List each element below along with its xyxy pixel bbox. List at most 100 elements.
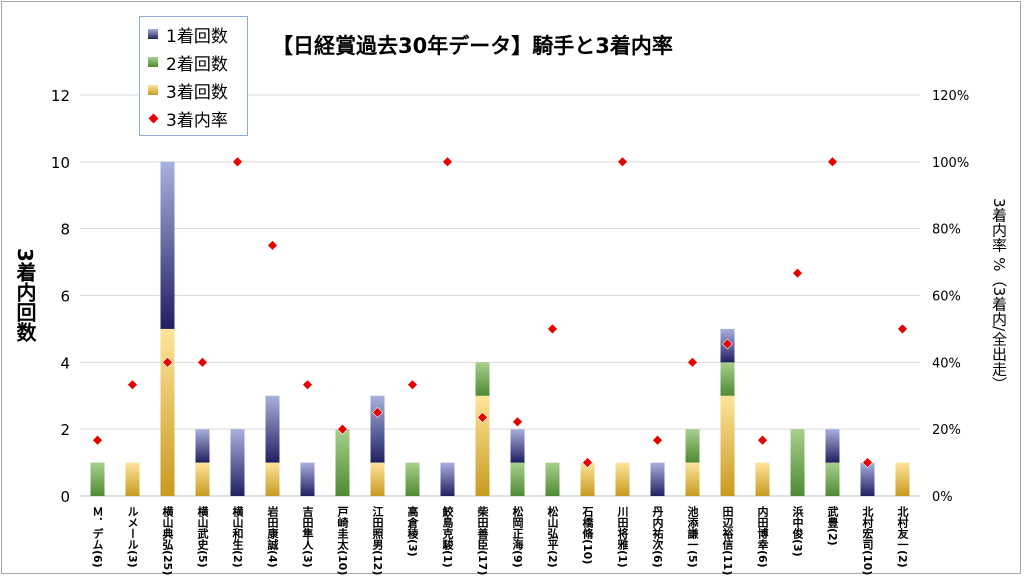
x-tick-label: 丹内祐次(6) — [651, 506, 664, 568]
x-tick-label: 岩田康誠(4) — [266, 505, 280, 568]
x-tick-label: 江田照男(12) — [371, 505, 384, 576]
x-axis-labels: Ｍ．デム(6) ルメール(3) 横山典弘(25) 横山武史(5) 横山和生(2) 岩田康誠… — [91, 505, 909, 576]
bar-segment-third — [755, 462, 770, 496]
bar-segment-first — [195, 429, 210, 463]
rate-marker — [337, 423, 348, 435]
rate-marker — [477, 412, 488, 423]
rate-marker — [547, 323, 558, 335]
bar-segment-second — [90, 462, 105, 496]
y-axis-right-ticks: 0% 20% 40% 60% 80% 100% 120% — [932, 89, 969, 505]
bar-segment-first — [230, 429, 245, 496]
legend: 1着回数 2着回数 3着回数 3着内率 — [139, 16, 248, 136]
y-left-tick-label: 8 — [60, 221, 70, 239]
legend-label-third: 3着回数 — [166, 82, 228, 103]
y-axis-left-title: 3着内回数 — [13, 248, 37, 342]
legend-label-first: 1着回数 — [166, 26, 228, 47]
x-tick-label: 高倉稜(3) — [406, 505, 420, 557]
y-right-tick-label: 20% — [932, 423, 961, 438]
bar-segment-third — [615, 462, 630, 496]
rate-marker — [442, 156, 453, 168]
x-tick-label: 北村友一(2) — [896, 505, 909, 568]
y-right-tick-label: 60% — [932, 290, 961, 305]
legend-label-second: 2着回数 — [166, 54, 228, 75]
bar-segment-first — [160, 161, 175, 329]
bar-segment-second — [720, 362, 735, 396]
legend-item-first: 1着回数 — [148, 21, 228, 47]
legend-swatch-third — [148, 85, 158, 95]
x-tick-label: 田辺裕信(11) — [721, 506, 735, 576]
bar-segment-first — [300, 462, 315, 496]
y-left-tick-label: 0 — [60, 488, 70, 506]
x-tick-label: 横山典弘(25) — [161, 505, 174, 576]
rate-marker — [302, 379, 313, 391]
y-left-tick-label: 2 — [60, 421, 70, 439]
rate-markers — [92, 156, 908, 469]
rate-marker — [92, 434, 103, 446]
x-tick-label: Ｍ．デム(6) — [91, 506, 104, 568]
bar-segment-first — [370, 395, 385, 463]
rate-marker — [407, 379, 418, 391]
rate-marker — [512, 416, 523, 428]
rate-marker — [687, 356, 698, 368]
y-axis-left-ticks: 0 2 4 6 8 10 12 — [51, 87, 70, 506]
x-tick-label: 松山弘平(2) — [546, 505, 559, 568]
rate-marker — [582, 457, 593, 469]
rate-marker — [757, 434, 768, 446]
rate-marker — [232, 156, 243, 168]
x-tick-label: 北村宏司(10) — [861, 505, 874, 576]
rate-marker — [652, 434, 663, 446]
x-tick-label: 川田将雅(1) — [616, 506, 630, 568]
bar-segment-second — [825, 462, 840, 496]
legend-swatch-first — [148, 29, 158, 39]
bar-segment-second — [790, 429, 805, 496]
rate-marker — [862, 457, 873, 469]
legend-item-rate: 3着内率 — [148, 105, 228, 131]
rate-marker — [162, 356, 173, 368]
bar-segment-first — [440, 462, 455, 496]
legend-label-rate: 3着内率 — [166, 110, 228, 131]
rate-marker — [897, 323, 908, 335]
y-left-tick-label: 4 — [60, 354, 70, 372]
x-tick-label: 吉田隼人(3) — [301, 505, 315, 568]
rate-marker — [267, 239, 278, 251]
bar-segment-first — [265, 395, 280, 463]
bar-segment-third — [475, 395, 490, 496]
x-tick-label: 浜中俊(3) — [791, 505, 804, 557]
gridlines — [80, 94, 920, 497]
x-tick-label: 池添謙一(5) — [686, 505, 699, 568]
legend-item-third: 3着回数 — [148, 77, 228, 103]
y-left-tick-label: 12 — [51, 87, 70, 105]
chart-title: 【日経賞過去30年データ】騎手と3着内率 — [272, 34, 673, 58]
y-right-tick-label: 100% — [932, 156, 969, 171]
bar-segment-second — [335, 429, 350, 496]
bar-segment-second — [475, 362, 490, 396]
rate-marker — [197, 356, 208, 368]
bar-segment-first — [825, 429, 840, 463]
y-left-tick-label: 10 — [51, 154, 70, 172]
rate-marker — [792, 267, 803, 279]
bar-segment-first — [510, 429, 525, 463]
y-right-tick-label: 0% — [932, 490, 953, 505]
y-right-tick-label: 80% — [932, 223, 961, 238]
bar-segment-third — [125, 462, 140, 496]
bar-segment-second — [685, 429, 700, 463]
y-right-tick-label: 120% — [932, 89, 969, 104]
legend-item-second: 2着回数 — [148, 49, 228, 75]
rate-marker — [617, 156, 628, 168]
x-tick-label: 横山和生(2) — [231, 505, 244, 568]
bar-segment-third — [685, 462, 700, 496]
bar-segment-third — [580, 462, 595, 496]
x-tick-label: 松岡正海(9) — [511, 505, 524, 568]
x-tick-label: 武豊(2) — [826, 505, 839, 546]
bar-segment-second — [405, 462, 420, 496]
bar-segment-second — [510, 462, 525, 496]
bar-segment-third — [720, 395, 735, 496]
x-tick-label: 戸崎圭太(10) — [336, 506, 350, 576]
y-left-tick-label: 6 — [60, 288, 70, 306]
rate-marker — [127, 379, 138, 391]
bar-segment-third — [160, 328, 175, 496]
x-tick-label: 内田博幸(6) — [756, 505, 769, 568]
bar-segment-third — [265, 462, 280, 496]
x-tick-label: 柴田善臣(17) — [476, 505, 490, 576]
y-right-tick-label: 40% — [932, 356, 961, 371]
